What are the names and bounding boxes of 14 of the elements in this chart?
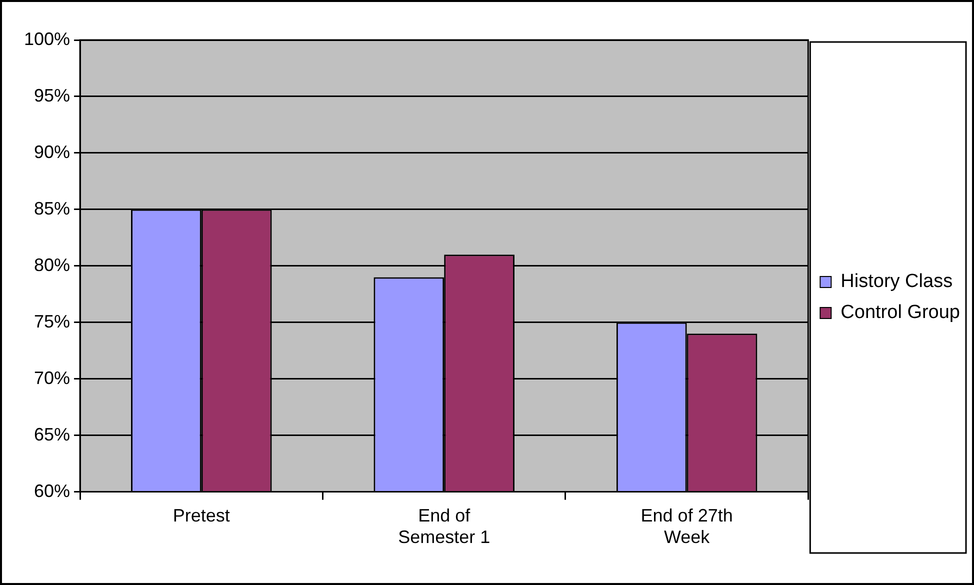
legend-label: Control Group — [840, 302, 960, 324]
x-tick-label: End of Semester 1 — [398, 506, 490, 548]
y-tick-label: 80% — [34, 254, 70, 275]
x-tick-label: Pretest — [172, 506, 230, 526]
y-tick-label: 85% — [34, 198, 70, 218]
y-tick-label: 75% — [34, 311, 70, 332]
y-tick-label: 70% — [34, 368, 70, 388]
y-tick-label: 90% — [34, 142, 70, 162]
legend-label: History Class — [840, 271, 953, 292]
y-tick-label: 65% — [34, 424, 70, 444]
y-tick-label: 60% — [34, 480, 70, 501]
x-tick-label: End of 27th Week — [640, 506, 733, 548]
y-tick-label: 100% — [24, 28, 70, 49]
y-tick-label: 95% — [34, 85, 70, 106]
